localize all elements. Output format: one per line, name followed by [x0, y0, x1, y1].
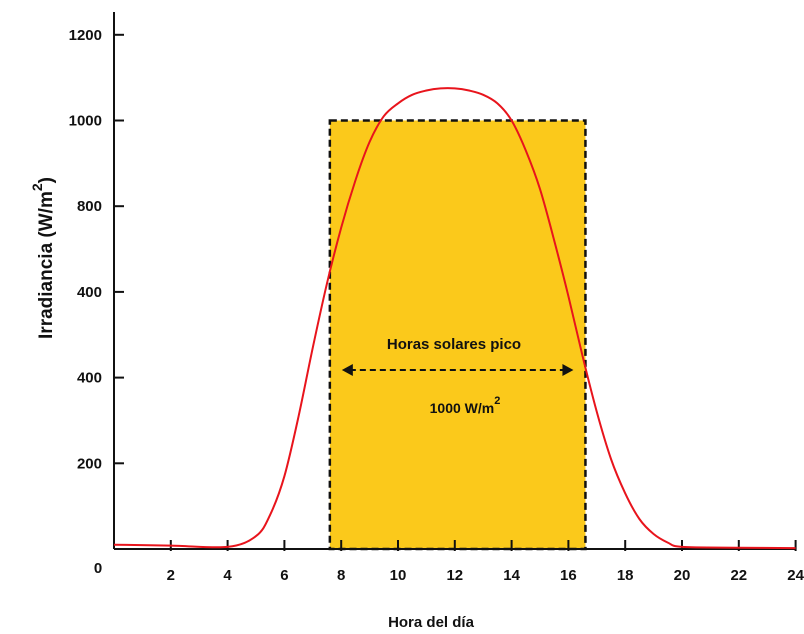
peak-hours-label: Horas solares pico	[387, 336, 521, 353]
peak-value-label: 1000 W/m2	[430, 395, 501, 416]
y-tick-label: 800	[77, 198, 102, 215]
x-tick-label: 8	[337, 567, 345, 584]
y-axis-title: Irradiancia (W/m2)	[29, 177, 57, 339]
x-tick-label: 4	[223, 567, 232, 584]
x-axis-title: Hora del día	[388, 614, 475, 631]
y-tick-label: 200	[77, 455, 102, 472]
irradiance-curve	[113, 87, 796, 550]
x-tick-label: 24	[787, 567, 804, 584]
double-arrow	[341, 364, 574, 376]
peak-hours-box	[328, 119, 587, 551]
y-tick-label: 1200	[69, 27, 102, 44]
y-tick-label: 400	[77, 370, 102, 387]
x-tick-label: 16	[560, 567, 577, 584]
x-tick-label: 22	[730, 567, 747, 584]
x-tick-label: 20	[674, 567, 691, 584]
y-tick-label: 400	[77, 284, 102, 301]
x-tick-label: 14	[503, 567, 520, 584]
x-origin-label: 0	[94, 560, 102, 577]
x-tick-label: 10	[390, 567, 407, 584]
x-tick-label: 12	[446, 567, 463, 584]
y-tick-label: 1000	[69, 113, 102, 130]
x-tick-label: 18	[617, 567, 634, 584]
x-tick-label: 6	[280, 567, 288, 584]
x-tick-label: 2	[167, 567, 175, 584]
